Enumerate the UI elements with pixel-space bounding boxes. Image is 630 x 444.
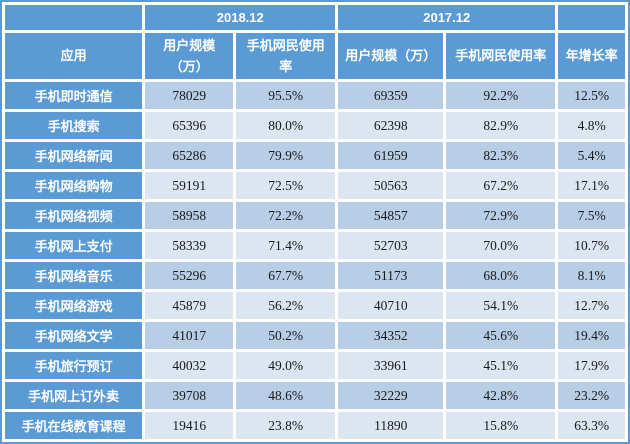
- value-cell: 71.4%: [236, 232, 336, 259]
- value-cell: 5.4%: [558, 142, 625, 169]
- value-cell: 95.5%: [236, 82, 336, 109]
- table-row: 手机网络新闻 65286 79.9% 61959 82.3% 5.4%: [5, 142, 625, 169]
- value-cell: 11890: [338, 412, 444, 439]
- value-cell: 51173: [338, 262, 444, 289]
- value-cell: 79.9%: [236, 142, 336, 169]
- column-header-users-2018: 用户规模 （万）: [145, 33, 234, 79]
- value-cell: 82.3%: [446, 142, 556, 169]
- app-name-cell: 手机网上订外卖: [5, 382, 143, 409]
- value-cell: 19416: [145, 412, 234, 439]
- column-header-growth-rate: 年增长率: [558, 33, 625, 79]
- value-cell: 72.9%: [446, 202, 556, 229]
- value-cell: 12.5%: [558, 82, 625, 109]
- header-corner-empty-right: [558, 5, 625, 30]
- app-name-cell: 手机在线教育课程: [5, 412, 143, 439]
- value-cell: 33961: [338, 352, 444, 379]
- app-name-cell: 手机网络视频: [5, 202, 143, 229]
- app-name-cell: 手机网络游戏: [5, 292, 143, 319]
- table-row: 手机网络文学 41017 50.2% 34352 45.6% 19.4%: [5, 322, 625, 349]
- header-group-2017-12: 2017.12: [338, 5, 556, 30]
- value-cell: 34352: [338, 322, 444, 349]
- value-cell: 67.7%: [236, 262, 336, 289]
- table-row: 手机在线教育课程 19416 23.8% 11890 15.8% 63.3%: [5, 412, 625, 439]
- value-cell: 50.2%: [236, 322, 336, 349]
- value-cell: 65396: [145, 112, 234, 139]
- value-cell: 7.5%: [558, 202, 625, 229]
- app-name-cell: 手机网络文学: [5, 322, 143, 349]
- table-row: 手机网络视频 58958 72.2% 54857 72.9% 7.5%: [5, 202, 625, 229]
- value-cell: 42.8%: [446, 382, 556, 409]
- table-row: 手机旅行预订 40032 49.0% 33961 45.1% 17.9%: [5, 352, 625, 379]
- header-corner-empty-left: [5, 5, 143, 30]
- value-cell: 45.1%: [446, 352, 556, 379]
- table-row: 手机网络音乐 55296 67.7% 51173 68.0% 8.1%: [5, 262, 625, 289]
- value-cell: 63.3%: [558, 412, 625, 439]
- header-group-2018-12: 2018.12: [145, 5, 336, 30]
- value-cell: 62398: [338, 112, 444, 139]
- value-cell: 50563: [338, 172, 444, 199]
- value-cell: 23.2%: [558, 382, 625, 409]
- value-cell: 58958: [145, 202, 234, 229]
- value-cell: 4.8%: [558, 112, 625, 139]
- app-name-cell: 手机即时通信: [5, 82, 143, 109]
- table-row: 手机网上订外卖 39708 48.6% 32229 42.8% 23.2%: [5, 382, 625, 409]
- value-cell: 15.8%: [446, 412, 556, 439]
- value-cell: 23.8%: [236, 412, 336, 439]
- value-cell: 32229: [338, 382, 444, 409]
- table-row: 手机网上支付 58339 71.4% 52703 70.0% 10.7%: [5, 232, 625, 259]
- app-name-cell: 手机网络音乐: [5, 262, 143, 289]
- value-cell: 52703: [338, 232, 444, 259]
- value-cell: 56.2%: [236, 292, 336, 319]
- value-cell: 40710: [338, 292, 444, 319]
- value-cell: 78029: [145, 82, 234, 109]
- table-row: 手机搜索 65396 80.0% 62398 82.9% 4.8%: [5, 112, 625, 139]
- value-cell: 67.2%: [446, 172, 556, 199]
- value-cell: 82.9%: [446, 112, 556, 139]
- value-cell: 72.2%: [236, 202, 336, 229]
- column-header-usage-2018: 手机网民使用 率: [236, 33, 336, 79]
- app-name-cell: 手机网络购物: [5, 172, 143, 199]
- app-name-cell: 手机旅行预订: [5, 352, 143, 379]
- value-cell: 45.6%: [446, 322, 556, 349]
- app-name-cell: 手机网上支付: [5, 232, 143, 259]
- column-header-row: 应用 用户规模 （万） 手机网民使用 率 用户规模（万） 手机网民使用率 年增长…: [5, 33, 625, 79]
- value-cell: 39708: [145, 382, 234, 409]
- value-cell: 49.0%: [236, 352, 336, 379]
- table-row: 手机即时通信 78029 95.5% 69359 92.2% 12.5%: [5, 82, 625, 109]
- value-cell: 59191: [145, 172, 234, 199]
- app-name-cell: 手机搜索: [5, 112, 143, 139]
- column-header-app: 应用: [5, 33, 143, 79]
- value-cell: 17.1%: [558, 172, 625, 199]
- value-cell: 69359: [338, 82, 444, 109]
- value-cell: 54857: [338, 202, 444, 229]
- value-cell: 68.0%: [446, 262, 556, 289]
- value-cell: 48.6%: [236, 382, 336, 409]
- value-cell: 54.1%: [446, 292, 556, 319]
- value-cell: 92.2%: [446, 82, 556, 109]
- value-cell: 70.0%: [446, 232, 556, 259]
- app-name-cell: 手机网络新闻: [5, 142, 143, 169]
- value-cell: 41017: [145, 322, 234, 349]
- value-cell: 8.1%: [558, 262, 625, 289]
- column-header-users-2017: 用户规模（万）: [338, 33, 444, 79]
- value-cell: 45879: [145, 292, 234, 319]
- value-cell: 40032: [145, 352, 234, 379]
- table-row: 手机网络游戏 45879 56.2% 40710 54.1% 12.7%: [5, 292, 625, 319]
- value-cell: 61959: [338, 142, 444, 169]
- column-header-usage-2017: 手机网民使用率: [446, 33, 556, 79]
- value-cell: 72.5%: [236, 172, 336, 199]
- value-cell: 65286: [145, 142, 234, 169]
- table-body: 手机即时通信 78029 95.5% 69359 92.2% 12.5% 手机搜索 65396…: [5, 82, 625, 439]
- table-row: 手机网络购物 59191 72.5% 50563 67.2% 17.1%: [5, 172, 625, 199]
- header-group-row: 2018.12 2017.12: [5, 5, 625, 30]
- value-cell: 10.7%: [558, 232, 625, 259]
- value-cell: 55296: [145, 262, 234, 289]
- value-cell: 19.4%: [558, 322, 625, 349]
- value-cell: 12.7%: [558, 292, 625, 319]
- value-cell: 80.0%: [236, 112, 336, 139]
- value-cell: 58339: [145, 232, 234, 259]
- value-cell: 17.9%: [558, 352, 625, 379]
